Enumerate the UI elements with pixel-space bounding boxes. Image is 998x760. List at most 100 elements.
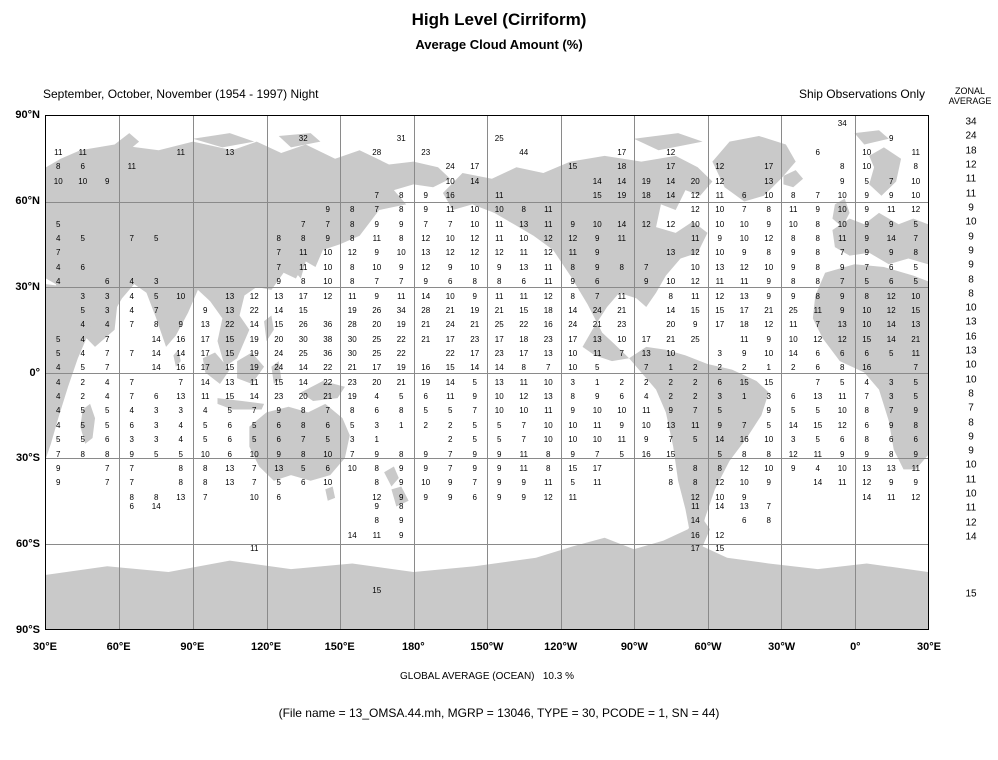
grid-value: 5 — [497, 435, 502, 445]
grid-value: 11 — [544, 478, 553, 488]
grid-value: 12 — [813, 334, 823, 344]
grid-value: 9 — [766, 291, 771, 301]
grid-value: 20 — [372, 320, 382, 330]
grid-value: 11 — [813, 449, 822, 459]
grid-value: 19 — [396, 363, 406, 373]
grid-value: 11 — [691, 502, 700, 512]
grid-value: 7 — [742, 420, 747, 430]
grid-value: 6 — [791, 392, 796, 402]
grid-value: 12 — [543, 248, 553, 258]
grid-value: 9 — [105, 176, 110, 186]
x-axis-label: 30°E — [33, 641, 57, 653]
grid-value: 24 — [274, 349, 284, 359]
grid-value: 5 — [80, 234, 85, 244]
zonal-average-value: 11 — [965, 474, 977, 486]
grid-value: 15 — [225, 334, 235, 344]
grid-value: 23 — [274, 392, 284, 402]
grid-value: 13 — [715, 262, 725, 272]
grid-value: 14 — [568, 305, 578, 315]
grid-value: 14 — [470, 363, 480, 373]
zonal-average-value: 10 — [965, 488, 977, 500]
grid-value: 13 — [739, 291, 749, 301]
grid-value: 8 — [129, 492, 134, 502]
grid-value: 9 — [815, 205, 820, 215]
grid-value: 11 — [54, 147, 63, 157]
grid-value: 13 — [225, 305, 235, 315]
grid-value: 21 — [494, 305, 504, 315]
grid-value: 12 — [788, 449, 798, 459]
grid-value: 14 — [421, 291, 431, 301]
grid-value: 9 — [276, 406, 281, 416]
grid-value: 8 — [889, 449, 894, 459]
grid-value: 10 — [494, 205, 504, 215]
landmass-new-siberian-islands — [278, 133, 321, 148]
grid-value: 11 — [78, 147, 87, 157]
grid-value: 8 — [815, 248, 820, 258]
grid-value: 23 — [470, 334, 480, 344]
grid-value: 5 — [864, 277, 869, 287]
zonal-average-value: 16 — [965, 331, 977, 343]
grid-value: 17 — [298, 291, 308, 301]
grid-value: 1 — [595, 377, 600, 387]
grid-value: 9 — [423, 492, 428, 502]
grid-value: 16 — [176, 363, 186, 373]
grid-value: 22 — [249, 305, 259, 315]
grid-value: 12 — [739, 262, 749, 272]
grid-value: 8 — [840, 363, 845, 373]
grid-value: 9 — [472, 463, 477, 473]
grid-value: 7 — [815, 191, 820, 201]
grid-value: 12 — [421, 262, 431, 272]
grid-value: 30 — [347, 334, 357, 344]
grid-value: 12 — [715, 176, 725, 186]
grid-value: 2 — [693, 377, 698, 387]
grid-value: 14 — [347, 530, 357, 540]
grid-value: 11 — [519, 463, 528, 473]
grid-value: 10 — [837, 191, 847, 201]
grid-value: 24 — [274, 363, 284, 373]
grid-value: 5 — [80, 305, 85, 315]
grid-value: 8 — [399, 502, 404, 512]
grid-value: 11 — [617, 435, 626, 445]
cloud-amount-values-layer: 34 32 31 25 9 11 11 11 13 28 23 44 17 12 6 10 11 8 6 11 24 17… — [46, 116, 928, 629]
grid-value: 7 — [154, 305, 159, 315]
grid-value: 7 — [374, 191, 379, 201]
grid-value: 5 — [325, 435, 330, 445]
grid-value: 11 — [544, 262, 553, 272]
grid-value: 3 — [80, 291, 85, 301]
grid-value: 19 — [249, 363, 259, 373]
grid-value: 11 — [495, 219, 504, 229]
grid-value: 10 — [543, 377, 553, 387]
x-axis-label: 90°W — [620, 641, 648, 653]
grid-value: 5 — [472, 420, 477, 430]
grid-value: 13 — [274, 463, 284, 473]
grid-value: 9 — [864, 248, 869, 258]
grid-value: 14 — [886, 334, 896, 344]
grid-value: 5 — [154, 449, 159, 459]
grid-value: 21 — [666, 334, 676, 344]
grid-value: 13 — [225, 478, 235, 488]
grid-value: 20 — [298, 392, 308, 402]
y-axis-label: 0° — [29, 366, 40, 379]
grid-value: 11 — [838, 234, 847, 244]
grid-value: 3 — [889, 392, 894, 402]
grid-value: 9 — [374, 502, 379, 512]
grid-value: 23 — [494, 349, 504, 359]
grid-value: 9 — [325, 205, 330, 215]
grid-value: 9 — [889, 133, 894, 143]
grid-value: 11 — [691, 420, 700, 430]
grid-value: 9 — [448, 492, 453, 502]
grid-value: 12 — [666, 219, 676, 229]
grid-value: 9 — [840, 262, 845, 272]
grid-value: 14 — [445, 377, 455, 387]
grid-value: 14 — [617, 219, 627, 229]
grid-value: 14 — [788, 420, 798, 430]
grid-value: 9 — [644, 277, 649, 287]
grid-value: 5 — [227, 406, 232, 416]
grid-value: 12 — [470, 248, 480, 258]
grid-value: 6 — [276, 435, 281, 445]
grid-value: 8 — [766, 516, 771, 526]
grid-value: 8 — [766, 205, 771, 215]
zonal-average-value: 14 — [965, 531, 977, 543]
grid-value: 10 — [837, 406, 847, 416]
grid-value: 10 — [641, 420, 651, 430]
